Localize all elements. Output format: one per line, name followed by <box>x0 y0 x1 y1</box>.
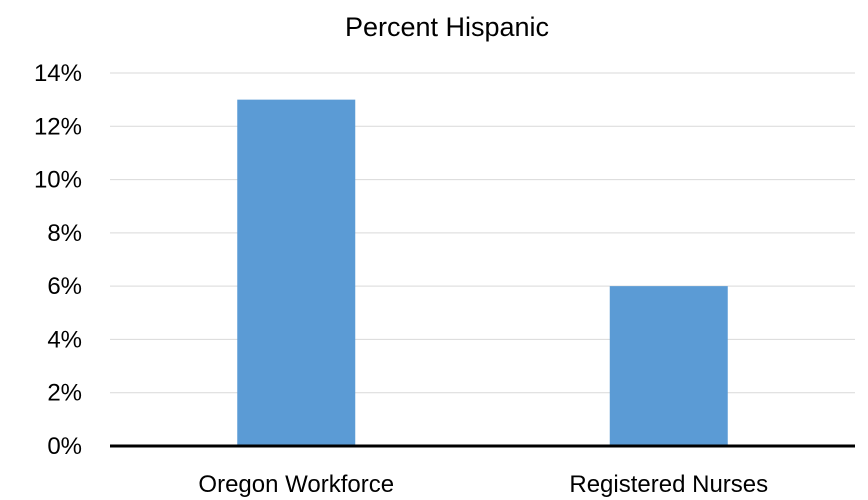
y-tick-label: 10% <box>34 167 82 194</box>
x-category-label: Registered Nurses <box>569 471 768 498</box>
x-axis-category-labels: Oregon Workforce Registered Nurses <box>198 471 768 498</box>
gridlines <box>110 73 855 393</box>
y-tick-label: 2% <box>47 380 82 407</box>
bar <box>237 100 355 446</box>
bars <box>237 100 728 446</box>
x-category-label: Oregon Workforce <box>198 471 394 498</box>
chart-title: Percent Hispanic <box>345 12 549 42</box>
y-axis-tick-labels: 0% 2% 4% 6% 8% 10% 12% 14% <box>34 60 82 460</box>
y-tick-label: 6% <box>47 273 82 300</box>
y-tick-label: 0% <box>47 433 82 460</box>
bar <box>610 286 728 446</box>
y-tick-label: 14% <box>34 60 82 87</box>
y-tick-label: 8% <box>47 220 82 247</box>
y-tick-label: 4% <box>47 326 82 353</box>
y-tick-label: 12% <box>34 113 82 140</box>
